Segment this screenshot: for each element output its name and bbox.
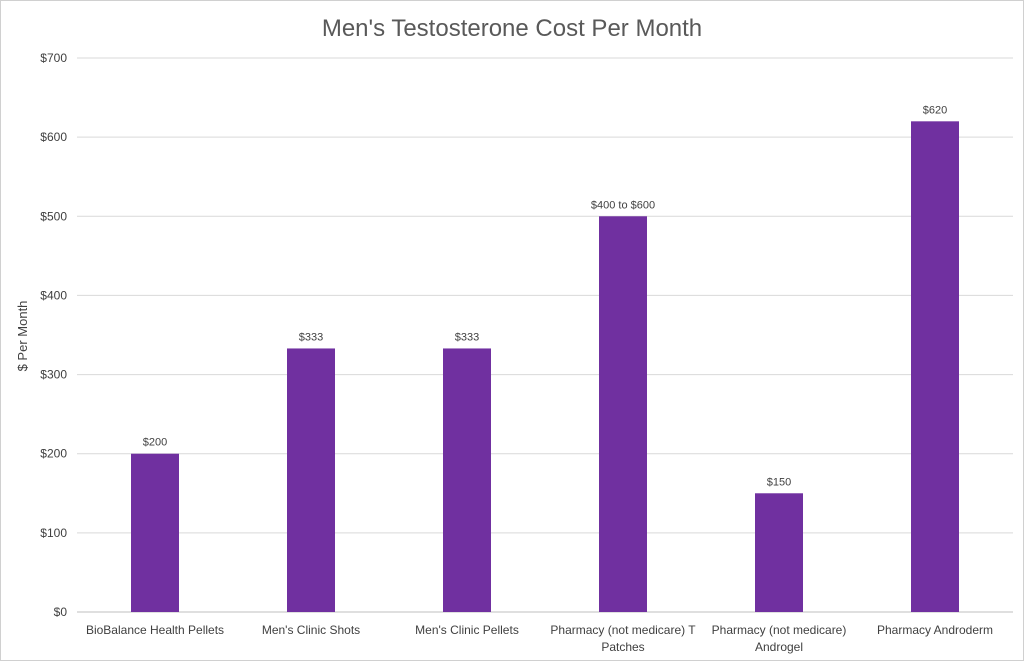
y-tick-label: $200 (40, 447, 67, 461)
category-label-line: BioBalance Health Pellets (86, 623, 224, 637)
category-label-line: Pharmacy Androderm (877, 623, 993, 637)
category-label-line: Pharmacy (not medicare) (712, 623, 847, 637)
y-tick-label: $700 (40, 51, 67, 65)
category-label-line: Pharmacy (not medicare) T (550, 623, 696, 637)
category-label: Pharmacy Androderm (877, 623, 993, 637)
bar (131, 453, 179, 612)
y-tick-label: $400 (40, 288, 67, 302)
bar (599, 216, 647, 613)
data-label: $333 (299, 331, 323, 343)
data-label: $400 to $600 (591, 199, 655, 211)
data-labels: $200 $333 $333 $400 to $600 $150 $620 (143, 104, 947, 488)
y-tick-label: $500 (40, 209, 67, 223)
data-label: $620 (923, 104, 947, 116)
category-label: Pharmacy (not medicare) Androgel (712, 623, 847, 654)
category-label-line: Men's Clinic Pellets (415, 623, 519, 637)
y-tick-label: $600 (40, 130, 67, 144)
y-axis-title: $ Per Month (15, 301, 30, 372)
bar (911, 121, 959, 613)
category-label-line: Men's Clinic Shots (262, 623, 360, 637)
y-axis-ticks: $0 $100 $200 $300 $400 $500 $600 $700 (40, 51, 67, 619)
category-label-line: Androgel (755, 640, 803, 654)
y-tick-label: $100 (40, 526, 67, 540)
gridlines (77, 57, 1013, 613)
bar (443, 348, 491, 612)
category-label: BioBalance Health Pellets (86, 623, 224, 637)
y-tick-label: $300 (40, 368, 67, 382)
bars (131, 121, 959, 613)
category-label: Men's Clinic Pellets (415, 623, 519, 637)
category-label-line: Patches (601, 640, 644, 654)
data-label: $200 (143, 437, 167, 449)
bar (755, 493, 803, 612)
y-tick-label: $0 (54, 605, 68, 619)
category-label: Pharmacy (not medicare) T Patches (550, 623, 696, 654)
chart-title: Men's Testosterone Cost Per Month (322, 15, 702, 42)
bar (287, 348, 335, 612)
data-label: $333 (455, 331, 479, 343)
category-labels: BioBalance Health Pellets Men's Clinic Sh… (86, 623, 993, 654)
category-label: Men's Clinic Shots (262, 623, 360, 637)
data-label: $150 (767, 476, 791, 488)
